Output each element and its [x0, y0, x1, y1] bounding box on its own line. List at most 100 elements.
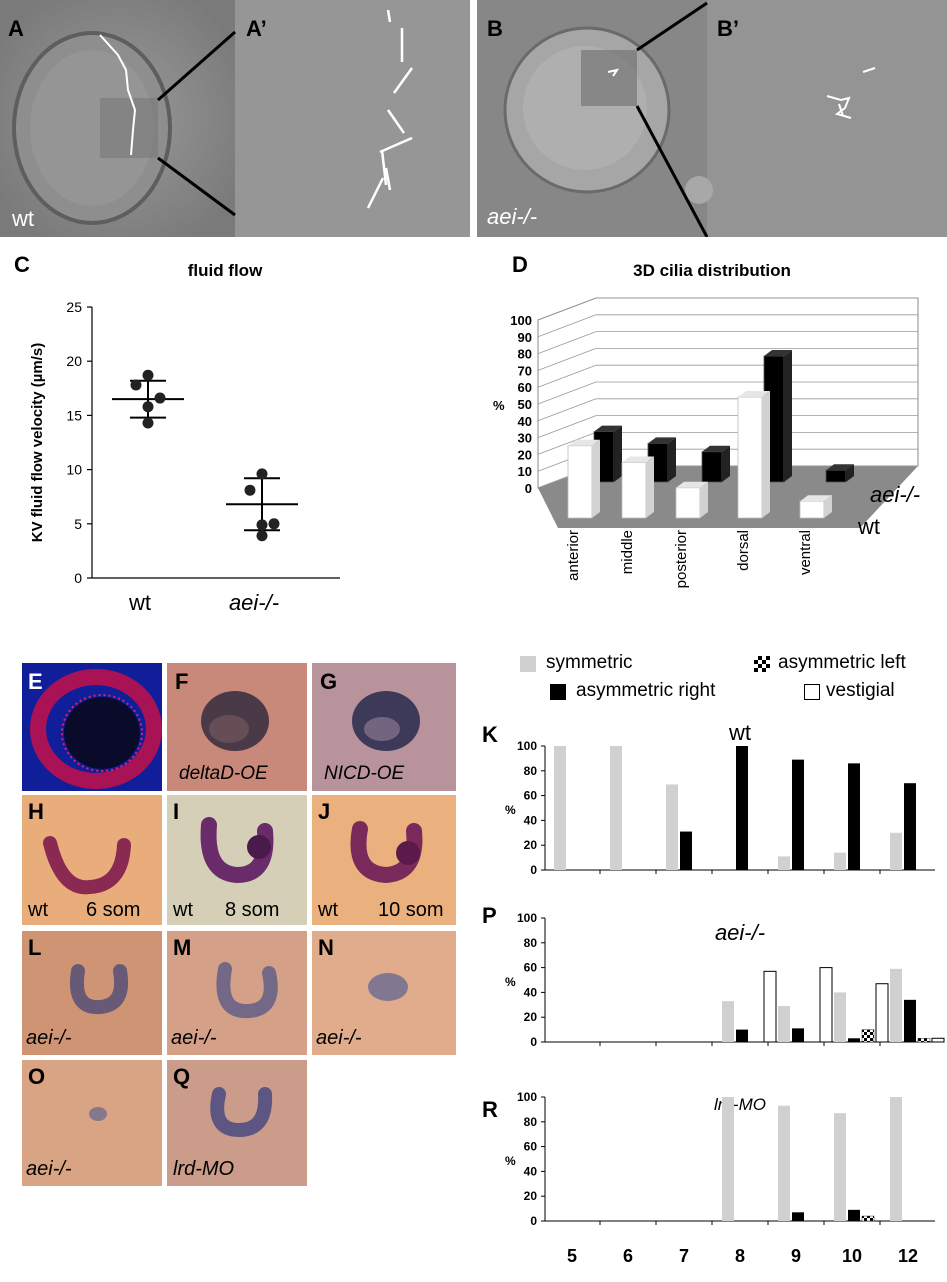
panel-letter-E: E [28, 669, 43, 694]
panel-letter-I: I [173, 799, 180, 824]
chart-D-bar-aei-side [668, 437, 676, 482]
chart-R-xtick-label: 6 [623, 1246, 633, 1266]
legend-text-symmetric: symmetric [546, 652, 633, 673]
chart-D-bar-wt-top [622, 456, 654, 463]
legend-swatch-asymmetric-left [754, 656, 770, 672]
chart-D-ytick-label: 40 [518, 414, 532, 429]
chart-C-ytick-label: 10 [66, 462, 82, 478]
chart-R-bar-symmetric [778, 1105, 790, 1221]
panel-label-I-right: 8 som [225, 899, 280, 921]
chart-P-bar-asymmetric-right [904, 999, 916, 1042]
chart-D-back-wall [537, 297, 919, 489]
chart-K-ylabel: % [505, 803, 516, 817]
chart-D-bar-wt-side [592, 439, 600, 518]
chart-C-point [130, 379, 142, 391]
chart-P-bar-symmetric [778, 1006, 790, 1042]
chart-R-bar-symmetric [890, 1097, 902, 1221]
chart-C-point [154, 392, 166, 404]
micrograph-J-drawing [350, 821, 423, 884]
panel-label-N: aei-/- [316, 1027, 362, 1049]
chart-R-xtick-label: 12 [898, 1246, 918, 1266]
chart-R-bar-asymmetric-right [848, 1209, 860, 1221]
chart-P-bar-symmetric [890, 968, 902, 1042]
chart-D-ytick-label: 10 [518, 464, 532, 479]
chart-D-ytick-label: 80 [518, 347, 532, 362]
chart-R-xtick-label: 8 [735, 1246, 745, 1266]
legend-text-asymmetric-left: asymmetric left [778, 652, 906, 673]
micrograph-F-drawing [167, 663, 307, 791]
chart-R-bar-asymmetric-left [861, 1215, 875, 1222]
chart-C-point [244, 484, 256, 496]
chart-D-bar-aei [763, 355, 785, 483]
panel-letter-B-prime: B’ [717, 16, 739, 41]
chart-D-ytick-label: 60 [518, 380, 532, 395]
panel-letter-J: J [318, 799, 331, 824]
chart-P-bar-vestigial [819, 967, 833, 1043]
chart-R-bar-asymmetric-right [792, 1212, 804, 1221]
chart-D-title: 3D cilia distribution [633, 261, 791, 280]
chart-D-xtick-label: middle [619, 530, 636, 574]
micrograph-I: I wt 8 som [167, 795, 307, 925]
chart-C-point [256, 530, 268, 542]
chart-D-grid-side [537, 398, 597, 422]
panel-label-J-right: 10 som [378, 899, 444, 921]
chart-R-ytick-label: 100 [517, 1090, 537, 1104]
panel-letter-L: L [28, 935, 42, 960]
chart-D-legend-aei: aei-/- [870, 482, 920, 507]
chart-D-bar-wt [567, 445, 593, 519]
chart-C-ylabel: KV fluid flow velocity (µm/s) [29, 343, 46, 543]
panel-label-M: aei-/- [171, 1027, 217, 1049]
chart-C-xtick-label: wt [128, 590, 151, 615]
chart-D-xtick-label: posterior [673, 530, 690, 588]
chart-R-ytick-label: 40 [524, 1164, 538, 1178]
panel-letter-N: N [318, 935, 334, 960]
chart-P-bar-asymmetric-left [861, 1029, 875, 1043]
chart-K-ytick-label: 80 [524, 764, 538, 778]
chart-K-bar-asymmetric-right [680, 831, 692, 870]
chart-D-grid-side [537, 432, 597, 455]
panel-letter-P: P [482, 903, 497, 928]
chart-C-ytick-label: 0 [74, 570, 82, 586]
chart-C-point [142, 401, 154, 413]
chart-P-ylabel: % [505, 975, 516, 989]
chart-D-grid-side [537, 381, 597, 405]
chart-K-bar-symmetric [890, 832, 902, 870]
chart-R-xtick-label: 9 [791, 1246, 801, 1266]
chart-P-ytick-label: 0 [530, 1035, 537, 1049]
chart-K-bar-symmetric [610, 746, 622, 870]
chart-K-bar-asymmetric-right [792, 759, 804, 870]
chart-C-title: fluid flow [188, 261, 263, 280]
chart-D-bar-aei-top [594, 425, 622, 432]
chart-D-bar-wt-top [738, 391, 770, 398]
chart-D-bar-aei-top [764, 350, 792, 356]
chart-P-bar-asymmetric-left [917, 1038, 931, 1043]
chart-D-xtick-label: dorsal [735, 530, 752, 571]
chart-C-point [142, 369, 154, 381]
panel-label-J-left: wt [318, 899, 338, 921]
chart-C-point [142, 417, 154, 429]
legend-text-asymmetric-right: asymmetric right [576, 680, 716, 701]
chart-R-ytick-label: 60 [524, 1140, 538, 1154]
chart-D-bar-aei-side [614, 425, 622, 482]
micrograph-M: M aei-/- [167, 931, 307, 1055]
panel-letter-M: M [173, 935, 192, 960]
chart-D-ytick-label: 50 [518, 397, 532, 412]
chart-D-xtick-label: ventral [797, 530, 814, 575]
chart-P-ytick-label: 60 [524, 961, 538, 975]
chart-K-bar-asymmetric-right [848, 763, 860, 870]
micrograph-A: A A’ wt [0, 0, 470, 237]
chart-D-grid-side [537, 331, 597, 354]
chart-P-bar-asymmetric-right [848, 1038, 860, 1042]
chart-R-xtick-label: 7 [679, 1246, 689, 1266]
chart-D-bar-wt-side [700, 481, 708, 518]
chart-D-bar-aei-top [826, 464, 854, 471]
micrograph-H-drawing [43, 836, 131, 895]
chart-P-ytick-label: 80 [524, 936, 538, 950]
chart-D-bar-aei-top [702, 445, 730, 452]
micrograph-H: H wt 6 som [22, 795, 162, 925]
chart-D-bar-wt-side [762, 391, 770, 518]
chart-D-grid-side [537, 364, 597, 388]
micrograph-N-drawing [368, 973, 408, 1001]
panel-label-H-right: 6 som [86, 899, 141, 921]
chart-D-bar-aei-side [722, 445, 730, 482]
